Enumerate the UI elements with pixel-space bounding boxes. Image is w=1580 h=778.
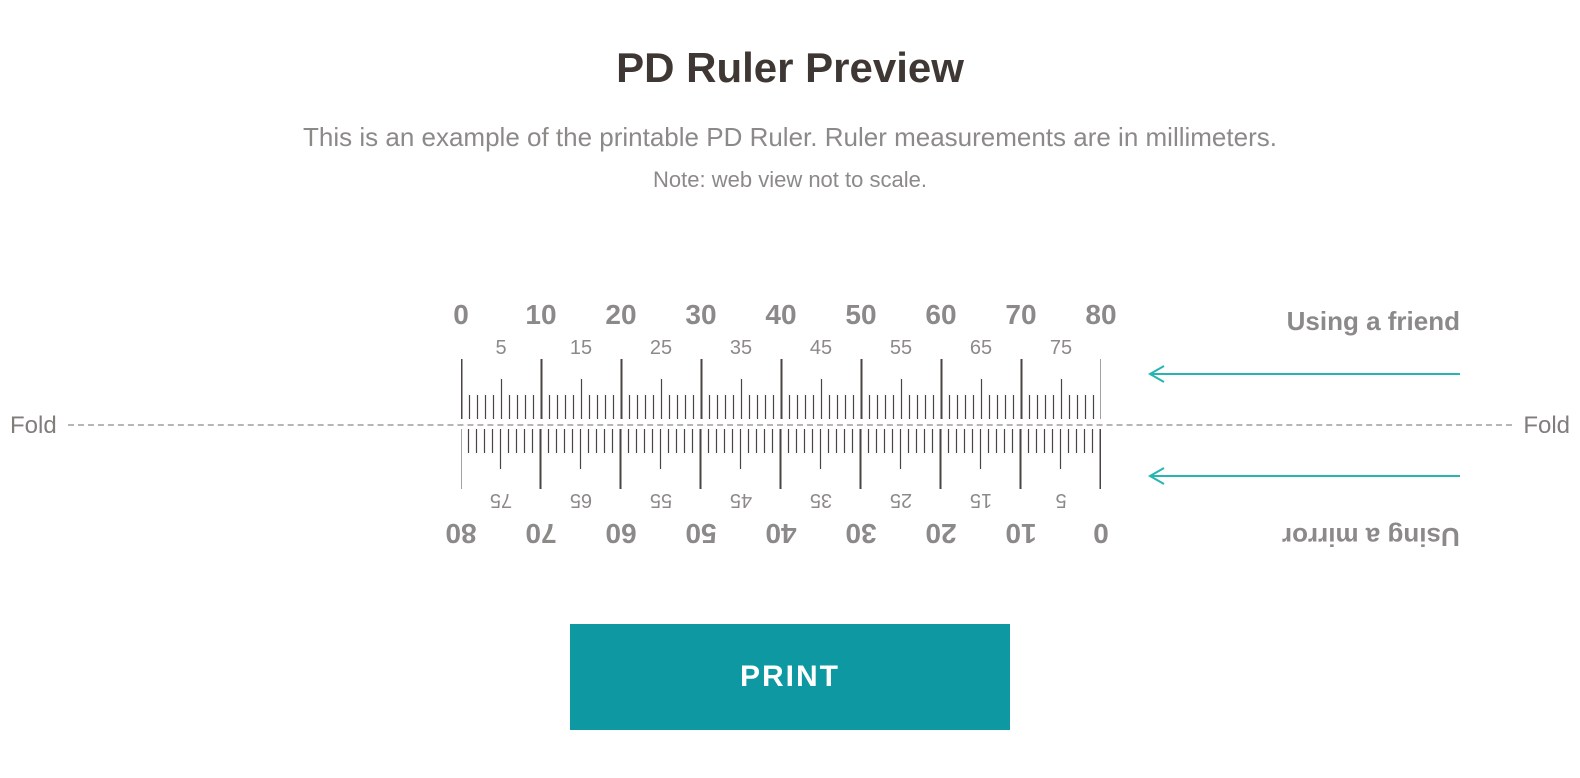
ruler-top: 01020304050607080515253545556575 — [461, 299, 1101, 424]
ruler-bottom: 01020304050607080515253545556575 — [461, 424, 1101, 549]
ruler-major-label: 40 — [765, 299, 796, 331]
ruler-minor-label: 15 — [570, 337, 592, 360]
ruler-stage: Fold Fold Using a friend Using a mirror … — [0, 284, 1580, 564]
ruler-minor-label: 15 — [970, 488, 992, 511]
ruler-major-label: 0 — [1093, 517, 1109, 549]
ruler-minor-label: 35 — [810, 488, 832, 511]
ruler-major-label: 70 — [525, 517, 556, 549]
fold-label-right: Fold — [1517, 412, 1576, 440]
ruler-minor-label: 65 — [970, 337, 992, 360]
ruler-major-label: 20 — [925, 517, 956, 549]
ruler-minor-label: 75 — [1050, 337, 1072, 360]
fold-label-left: Fold — [4, 412, 63, 440]
ruler-minor-label: 25 — [650, 337, 672, 360]
ruler-minor-label: 35 — [730, 337, 752, 360]
ruler-major-label: 10 — [525, 299, 556, 331]
ruler-major-label: 70 — [1005, 299, 1036, 331]
ruler-major-label: 60 — [605, 517, 636, 549]
arrow-friend-icon — [1140, 364, 1460, 384]
ruler-major-label: 50 — [845, 299, 876, 331]
ruler-major-label: 40 — [765, 517, 796, 549]
arrow-mirror-icon — [1140, 466, 1460, 486]
ruler-minor-label: 55 — [650, 488, 672, 511]
page-subtitle: This is an example of the printable PD R… — [0, 122, 1580, 153]
scale-note: Note: web view not to scale. — [0, 167, 1580, 193]
ruler-minor-label: 5 — [495, 337, 506, 360]
ruler-minor-label: 5 — [1055, 488, 1066, 511]
ruler-major-label: 20 — [605, 299, 636, 331]
hint-mirror: Using a mirror — [1282, 521, 1460, 552]
print-button[interactable]: PRINT — [570, 624, 1010, 730]
ruler-major-label: 30 — [845, 517, 876, 549]
hint-friend: Using a friend — [1287, 306, 1460, 337]
ruler-major-label: 10 — [1005, 517, 1036, 549]
ruler-minor-label: 65 — [570, 488, 592, 511]
ruler-major-label: 80 — [445, 517, 476, 549]
ruler-minor-label: 75 — [490, 488, 512, 511]
ruler-major-label: 60 — [925, 299, 956, 331]
ruler-major-label: 0 — [453, 299, 469, 331]
ruler-major-label: 80 — [1085, 299, 1116, 331]
ruler-minor-label: 45 — [810, 337, 832, 360]
ruler-minor-label: 55 — [890, 337, 912, 360]
page-title: PD Ruler Preview — [0, 44, 1580, 92]
ruler-major-label: 30 — [685, 299, 716, 331]
ruler-major-label: 50 — [685, 517, 716, 549]
ruler-minor-label: 45 — [730, 488, 752, 511]
ruler-minor-label: 25 — [890, 488, 912, 511]
